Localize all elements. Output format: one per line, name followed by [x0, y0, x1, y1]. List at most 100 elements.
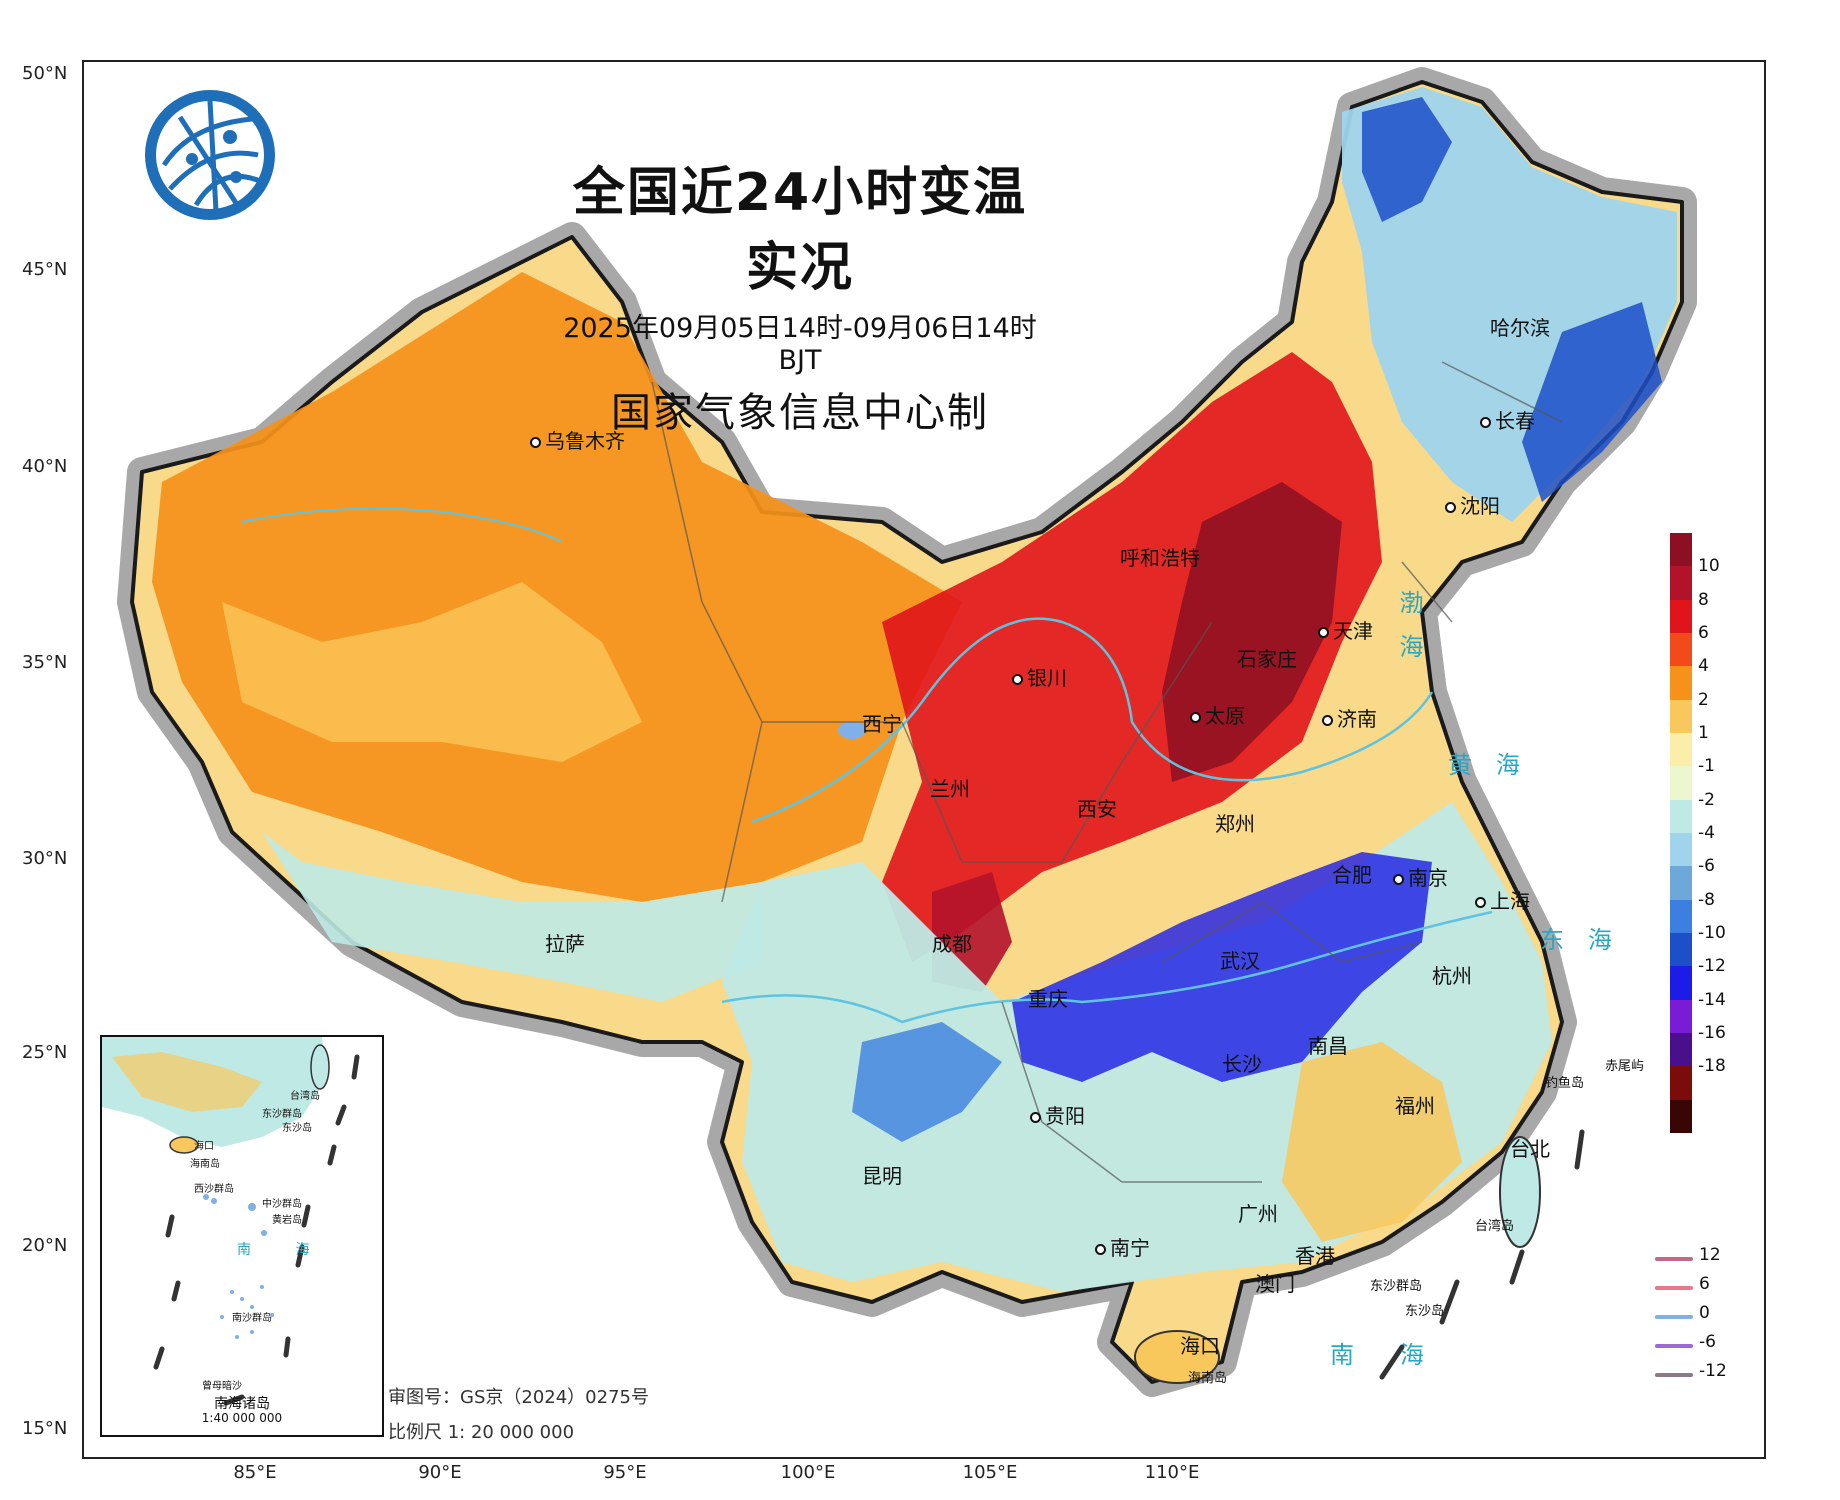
line-legend-swatch — [1655, 1373, 1693, 1377]
lon-label-105: 105°E — [962, 1462, 1018, 1483]
line-legend-label: -6 — [1699, 1332, 1716, 1352]
lon-label-110: 110°E — [1144, 1462, 1200, 1483]
map-frame — [82, 60, 1766, 1459]
inset-caption: 南海诸岛 — [214, 1396, 270, 1412]
line-legend-swatch — [1655, 1257, 1693, 1261]
lat-label-15: 15°N — [22, 1418, 68, 1439]
label-dongsha: 东沙岛 — [1405, 1304, 1445, 1319]
map-title: 全国近24小时变温实况 — [572, 163, 1028, 298]
line-legend-label: 0 — [1699, 1303, 1710, 1323]
color-legend-label: -10 — [1698, 923, 1726, 943]
city-hohhot: 呼和浩特 — [1120, 546, 1200, 570]
lon-label-100: 100°E — [780, 1462, 836, 1483]
color-legend-label: -18 — [1698, 1056, 1726, 1077]
zone-west-warm — [152, 272, 962, 902]
color-legend-swatch — [1670, 966, 1692, 1000]
inset-scale: 1:40 000 000 — [201, 1411, 283, 1425]
inset-label-zengmu: 曾母暗沙 — [202, 1381, 242, 1392]
label-hainan: 海南岛 — [1188, 1371, 1228, 1386]
yellow-river — [751, 617, 1434, 824]
color-legend-label: -12 — [1698, 956, 1726, 977]
color-legend-label: -16 — [1698, 1023, 1726, 1043]
inset-label-dongsha-islands: 东沙群岛 — [262, 1109, 302, 1120]
city-kunming: 昆明 — [862, 1164, 902, 1188]
city-hongkong: 香港 — [1295, 1244, 1335, 1268]
temperature-map — [117, 67, 1697, 1397]
city-nanjing: 南京 — [1393, 862, 1448, 891]
color-legend-swatch — [1670, 766, 1692, 800]
color-legend-swatch — [1670, 599, 1692, 633]
city-hangzhou: 杭州 — [1432, 964, 1472, 988]
zone-yunnan-cold — [852, 1022, 1002, 1142]
city-harbin: 哈尔滨 — [1490, 316, 1550, 340]
lat-label-25: 25°N — [22, 1042, 68, 1063]
color-legend-label: 1 — [1698, 723, 1709, 743]
color-legend-swatch — [1670, 666, 1692, 700]
color-legend-swatch — [1670, 566, 1692, 600]
inset-label-xisha: 西沙群岛 — [194, 1184, 234, 1195]
line-legend-label: 12 — [1699, 1245, 1721, 1265]
color-legend-swatch — [1670, 699, 1692, 733]
inset-label-nansha: 南沙群岛 — [232, 1313, 272, 1324]
color-legend-label: -2 — [1698, 789, 1715, 810]
city-zhengzhou: 郑州 — [1215, 812, 1255, 836]
inset-label-haikou: 海口 — [194, 1141, 214, 1152]
color-legend-swatch — [1670, 866, 1692, 900]
color-legend-swatch — [1670, 899, 1692, 933]
city-fuzhou: 福州 — [1395, 1094, 1435, 1118]
map-review-number: 审图号：GS京（2024）0275号 — [388, 1387, 649, 1408]
lon-label-95: 95°E — [603, 1462, 647, 1483]
color-legend-label: 10 — [1698, 556, 1720, 577]
city-xining: 西宁 — [862, 712, 902, 736]
south-china-sea-inset: 台湾岛 东沙群岛 东沙岛 海口 海南岛 西沙群岛 中沙群岛 黄岩岛 南 海 南沙… — [100, 1035, 384, 1437]
label-dongsha-islands: 东沙群岛 — [1370, 1279, 1423, 1294]
line-legend-swatch — [1655, 1315, 1693, 1319]
color-legend-label: -1 — [1698, 756, 1715, 777]
color-legend: 10 8 6 4 2 1 -1 -2 -4 -6 -8 -10 -12 -14 -16 -18 — [1670, 533, 1726, 1133]
color-legend-label: -6 — [1698, 856, 1715, 877]
sea-label-huanghai: 黄海 — [1448, 751, 1544, 779]
sea-label-donghai: 东海 — [1540, 926, 1636, 954]
city-shenyang: 沈阳 — [1445, 490, 1500, 519]
color-legend-swatch — [1670, 533, 1692, 567]
zone-north-hottest — [1162, 482, 1342, 782]
line-legend-swatch — [1655, 1286, 1693, 1290]
qinghai-lake — [838, 721, 866, 739]
taiwan-island — [1499, 1136, 1541, 1248]
color-legend-label: 2 — [1698, 689, 1709, 710]
color-legend-swatch — [1670, 1099, 1692, 1133]
color-legend-swatch — [1670, 999, 1692, 1033]
color-legend-swatch — [1670, 1066, 1692, 1100]
city-jinan: 济南 — [1322, 703, 1377, 732]
hainan-island — [1134, 1330, 1220, 1384]
inset-label-zhongsha: 中沙群岛 — [262, 1199, 302, 1210]
label-diaoyu: 钓鱼岛 — [1545, 1076, 1585, 1091]
city-taipei: 台北 — [1510, 1137, 1550, 1161]
city-guiyang: 贵阳 — [1030, 1100, 1085, 1129]
sea-label-bohai: 渤海 — [1395, 590, 1423, 678]
city-chengdu: 成都 — [932, 932, 972, 956]
city-lhasa: 拉萨 — [545, 932, 585, 956]
color-legend-swatch — [1670, 799, 1692, 833]
map-scale: 比例尺 1: 20 000 000 — [388, 1422, 575, 1443]
color-legend-swatch — [1670, 1032, 1692, 1067]
city-lanzhou: 兰州 — [930, 777, 970, 801]
cma-logo-icon — [145, 90, 275, 220]
line-legend-label: 6 — [1699, 1274, 1710, 1294]
city-nanchang: 南昌 — [1308, 1034, 1348, 1058]
color-legend-label: -4 — [1698, 823, 1715, 843]
inset-label-taiwan: 台湾岛 — [290, 1091, 320, 1102]
city-nanning: 南宁 — [1095, 1232, 1150, 1261]
tarim-river — [241, 507, 563, 543]
color-legend-label: 6 — [1698, 623, 1709, 643]
lon-label-85: 85°E — [233, 1462, 277, 1483]
lat-label-45: 45°N — [22, 259, 68, 280]
zone-northeast-cold — [1362, 97, 1662, 502]
city-changchun: 长春 — [1480, 405, 1535, 434]
color-legend-swatch — [1670, 832, 1692, 867]
city-shijiazhuang: 石家庄 — [1237, 647, 1297, 671]
city-yinchuan: 银川 — [1012, 662, 1067, 691]
city-guangzhou: 广州 — [1238, 1202, 1278, 1226]
city-tianjin: 天津 — [1318, 615, 1373, 644]
line-legend-label: -12 — [1699, 1361, 1727, 1381]
